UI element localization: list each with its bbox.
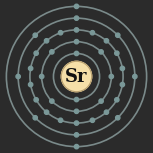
Circle shape (104, 39, 109, 43)
Circle shape (74, 121, 79, 125)
Circle shape (58, 118, 63, 122)
Circle shape (115, 98, 119, 102)
Circle shape (28, 82, 33, 87)
Circle shape (120, 66, 125, 71)
Circle shape (34, 51, 38, 55)
Circle shape (109, 74, 114, 79)
Circle shape (74, 39, 79, 44)
Circle shape (44, 110, 49, 114)
Circle shape (99, 99, 103, 103)
Circle shape (133, 74, 137, 79)
Circle shape (74, 4, 79, 9)
Circle shape (61, 61, 92, 92)
Circle shape (74, 97, 79, 102)
Circle shape (33, 116, 37, 120)
Text: Sr: Sr (65, 67, 88, 86)
Circle shape (50, 50, 54, 54)
Circle shape (34, 98, 38, 102)
Circle shape (44, 39, 49, 43)
Circle shape (58, 31, 63, 35)
Circle shape (116, 33, 120, 37)
Circle shape (74, 28, 79, 32)
Circle shape (33, 33, 37, 37)
Circle shape (16, 74, 20, 79)
Circle shape (120, 82, 125, 87)
Circle shape (90, 31, 95, 35)
Circle shape (99, 50, 103, 54)
Circle shape (28, 66, 33, 71)
Circle shape (74, 16, 79, 20)
Circle shape (74, 144, 79, 149)
Circle shape (115, 51, 119, 55)
Circle shape (74, 51, 79, 56)
Circle shape (104, 110, 109, 114)
Circle shape (39, 74, 44, 79)
Circle shape (116, 116, 120, 120)
Circle shape (74, 109, 79, 114)
Circle shape (90, 118, 95, 122)
Circle shape (74, 133, 79, 137)
Circle shape (50, 99, 54, 103)
